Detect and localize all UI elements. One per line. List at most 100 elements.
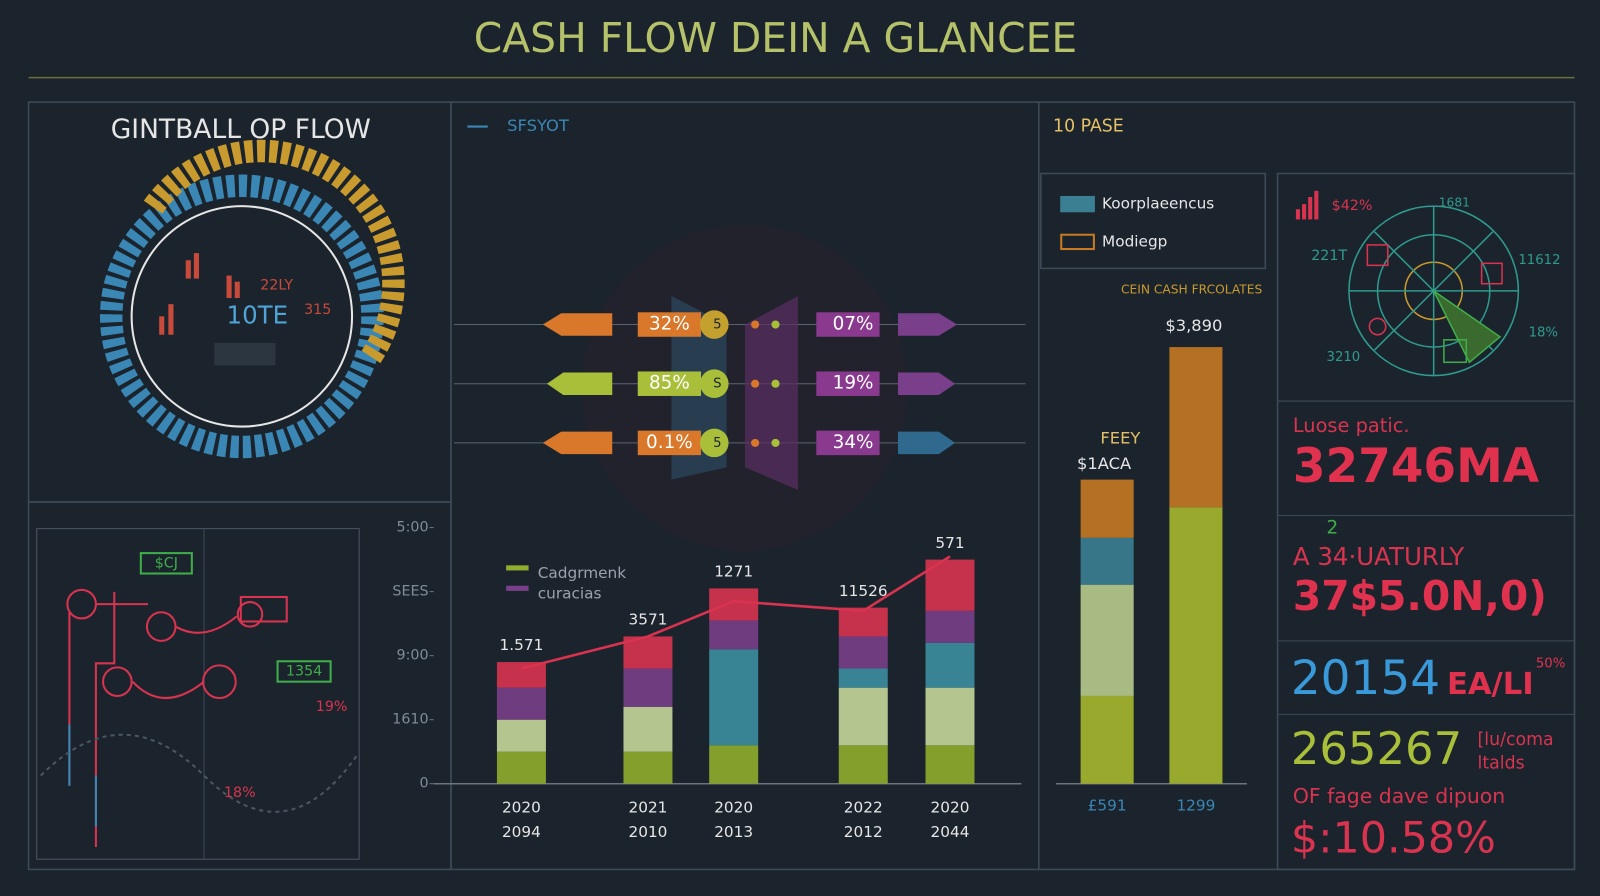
x-tick-label: 2012 (844, 823, 883, 841)
ring-segment (143, 139, 405, 366)
annotation: $3,890 (1165, 316, 1222, 335)
legend-label: Koorplaeencus (1102, 195, 1214, 213)
panel-frame (1276, 172, 1576, 871)
x-tick-label: 2010 (628, 823, 667, 841)
x-tick-label: £591 (1088, 797, 1127, 815)
flow-label: 19% (833, 373, 874, 394)
ring-segment (100, 174, 384, 459)
panel-frame (27, 501, 452, 871)
mini-bars (159, 253, 240, 335)
bar-segment (1080, 537, 1134, 585)
bar-segment (838, 687, 888, 746)
ring-label: 10TE (227, 300, 289, 329)
kpi-value: $:10.58% (1291, 813, 1496, 863)
x-tick-label: 2022 (844, 799, 883, 817)
flow-label: 34% (833, 432, 874, 453)
chart-subtitle: CEIN CASH FRCOLATES (1121, 282, 1263, 296)
bar-segment (1169, 347, 1223, 508)
annotation: FEEY (1100, 428, 1140, 447)
mini-bars (1295, 190, 1319, 220)
trend-line (521, 555, 951, 670)
bar-segment (1080, 584, 1134, 696)
kpi-value: 20154 (1291, 651, 1440, 706)
kpi-label: OF fage dave dipuon (1293, 784, 1505, 808)
ring-label: 315 (304, 302, 331, 318)
bar-segment (709, 649, 759, 746)
flow-label: S (713, 377, 721, 392)
kpi-note: 2 (1327, 518, 1339, 539)
y-tick-label: 0 (419, 776, 428, 792)
legend-label: Cadgrmenk (538, 564, 627, 582)
x-tick-label: 2020 (931, 799, 970, 817)
ring-label: 22LY (260, 278, 293, 294)
node-label: 1354 (286, 663, 322, 679)
radial-label: $42% (1332, 198, 1373, 214)
panel-title: GINTBALL OP FLOW (111, 114, 371, 145)
page-title: CASH FLOW DEIN A GLANCEE (474, 14, 1077, 62)
bar-segment (838, 745, 888, 784)
bar-segment (496, 662, 546, 688)
y-tick-label: 1610 (392, 712, 428, 728)
flow-label: 85% (649, 373, 690, 394)
x-tick-label: 2044 (931, 823, 970, 841)
bar-segment (925, 642, 975, 688)
x-tick-label: 2094 (502, 823, 541, 841)
radial-label: 3210 (1327, 350, 1361, 365)
radial-label: 221T (1311, 248, 1347, 264)
legend-swatch (506, 585, 529, 591)
kpi-unit: EA/LI (1447, 667, 1534, 702)
bar-segment (1080, 695, 1134, 784)
y-tick-label: SEES (392, 584, 428, 600)
x-tick-label: 2020 (714, 799, 753, 817)
annotation: 3571 (628, 611, 667, 629)
bar-segment (623, 668, 673, 707)
bar-segment (925, 610, 975, 643)
bar-segment (496, 719, 546, 752)
panel-frame (36, 528, 360, 860)
panel-title: 10 PASE (1053, 117, 1124, 137)
network (40, 552, 358, 847)
bar-segment (623, 706, 673, 752)
radial-label: 11612 (1518, 253, 1560, 268)
kpi-note: 50% (1536, 656, 1565, 671)
panel-frame (1040, 172, 1267, 270)
bar-segment (496, 687, 546, 720)
kpi-value: 32746MA (1293, 439, 1540, 494)
node-label: 18% (224, 785, 256, 801)
bar-segment (838, 607, 888, 637)
radial-chart (1348, 205, 1520, 377)
annotation: 11526 (839, 582, 888, 600)
bar-segment (623, 751, 673, 784)
legend-swatch (1060, 195, 1095, 213)
ring-box (214, 342, 276, 366)
kpi-label: A 34·UATURLY (1293, 542, 1464, 571)
bar-segment (838, 668, 888, 688)
legend-label: Modiegp (1102, 232, 1167, 250)
bar-segment (925, 745, 975, 784)
kpi-value: 265267 (1291, 722, 1462, 775)
kpi-unit: [lu/coma (1478, 730, 1554, 750)
bar-segment (709, 745, 759, 784)
bar-segment (925, 687, 975, 746)
legend-label: curacias (538, 584, 602, 602)
flow-label: 5 (713, 436, 721, 451)
bar-segment (1169, 507, 1223, 784)
radial-label: 1681 (1439, 196, 1470, 210)
flow-rows (454, 295, 1026, 490)
flow-label: 5 (713, 318, 721, 333)
legend-label: SFSYOT (507, 116, 570, 135)
legend-swatch (506, 565, 529, 571)
flow-label: 0.1% (646, 432, 693, 453)
y-tick-label: 9:00 (397, 648, 429, 664)
bar-segment (1080, 479, 1134, 538)
bar-segment (709, 620, 759, 650)
node-label: $CJ (155, 555, 178, 571)
kpi-label: Luose patic. (1293, 414, 1410, 437)
x-tick-label: 2013 (714, 823, 753, 841)
y-tick-label: 5:00 (397, 520, 429, 536)
x-tick-label: 2021 (628, 799, 667, 817)
bar-segment (838, 636, 888, 669)
annotation: 571 (935, 534, 964, 552)
